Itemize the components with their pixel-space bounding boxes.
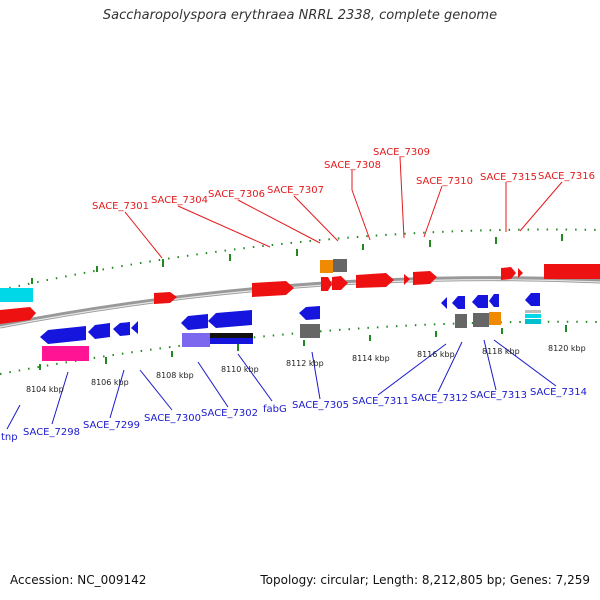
gene-black xyxy=(210,333,253,338)
gene-label: SACE_7300 xyxy=(144,413,201,424)
gene-label: SACE_7314 xyxy=(530,387,587,398)
gene-fwd-right xyxy=(544,264,600,279)
gene-gray xyxy=(300,324,320,338)
reverse-leaders xyxy=(6,339,557,430)
forward-gene-labels: SACE_7301 SACE_7304 SACE_7306 SACE_7307 … xyxy=(92,147,595,212)
gene-pink xyxy=(42,346,89,361)
gene-label: SACE_7305 xyxy=(292,400,349,411)
gene-label: SACE_7313 xyxy=(470,390,527,401)
genome-backbone xyxy=(0,276,600,329)
scale-label: 8108 kbp xyxy=(156,371,194,380)
accession-text: Accession: NC_009142 xyxy=(10,573,147,587)
gene-fwd xyxy=(501,267,516,280)
gene-rev xyxy=(208,310,252,328)
gene-rev xyxy=(472,295,488,308)
gene-label: SACE_7311 xyxy=(352,396,409,407)
scale-label: 8112 kbp xyxy=(286,359,324,368)
map-title: Saccharopolyspora erythraea NRRL 2338, c… xyxy=(102,8,498,23)
scale-label: 8114 kbp xyxy=(352,354,390,363)
scale-label: 8106 kbp xyxy=(91,378,129,387)
genome-info-text: Topology: circular; Length: 8,212,805 bp… xyxy=(260,573,590,587)
scale-label: 8110 kbp xyxy=(221,365,259,374)
gene-rev xyxy=(113,322,130,336)
gene-fwd xyxy=(332,276,348,290)
gene-label: SACE_7304 xyxy=(151,195,208,206)
gene-label: SACE_7307 xyxy=(267,185,324,196)
gene-fwd xyxy=(518,268,523,278)
gene-lightgray xyxy=(525,310,541,313)
forward-leaders xyxy=(124,156,563,259)
scale-labels: 8104 kbp 8106 kbp 8108 kbp 8110 kbp 8112… xyxy=(26,344,586,394)
gene-rev xyxy=(181,314,208,330)
gene-label: SACE_7308 xyxy=(324,160,381,171)
gene-gray xyxy=(333,259,347,272)
gene-blue-bar xyxy=(210,338,253,344)
major-ticks xyxy=(31,234,567,370)
gene-orange xyxy=(489,312,501,325)
reverse-genes xyxy=(40,293,541,361)
gene-gray xyxy=(455,314,467,328)
gene-rev xyxy=(299,306,320,320)
gene-label: SACE_7302 xyxy=(201,408,258,419)
gene-label: SACE_7299 xyxy=(83,420,140,431)
gene-label: SACE_7316 xyxy=(538,171,595,182)
gene-rev xyxy=(441,297,447,309)
gene-label: SACE_7298 xyxy=(23,427,80,438)
outer-tick-track xyxy=(0,228,600,291)
gene-label: SACE_7312 xyxy=(411,393,468,404)
reverse-gene-labels: tnp SACE_7298 SACE_7299 SACE_7300 SACE_7… xyxy=(1,387,587,443)
scale-label: 8120 kbp xyxy=(548,344,586,353)
gene-fwd xyxy=(404,274,410,285)
gene-label: SACE_7306 xyxy=(208,189,265,200)
gene-gray xyxy=(473,313,489,327)
gene-label: SACE_7310 xyxy=(416,176,473,187)
gene-label: SACE_7309 xyxy=(373,147,430,158)
gene-cyan xyxy=(525,314,541,318)
gene-rev xyxy=(40,326,86,344)
gene-rev xyxy=(88,323,110,339)
gene-rev xyxy=(131,321,138,334)
forward-genes xyxy=(0,259,600,324)
gene-label: fabG xyxy=(263,404,287,415)
gene-fwd xyxy=(356,273,394,288)
gene-fwd-left xyxy=(0,307,36,324)
gene-purple xyxy=(182,333,210,347)
scale-label: 8104 kbp xyxy=(26,385,64,394)
gene-fwd xyxy=(154,292,177,304)
gene-cyan-left xyxy=(0,288,33,302)
gene-rev xyxy=(489,294,499,307)
gene-fwd xyxy=(252,281,294,297)
scale-label: 8118 kbp xyxy=(482,347,520,356)
gene-fwd xyxy=(321,277,332,291)
gene-label: SACE_7301 xyxy=(92,201,149,212)
gene-label: tnp xyxy=(1,432,18,443)
gene-rev xyxy=(525,293,540,306)
gene-rev xyxy=(452,296,465,309)
gene-label: SACE_7315 xyxy=(480,172,537,183)
gene-fwd xyxy=(413,271,437,285)
gene-orange xyxy=(320,260,333,273)
scale-label: 8116 kbp xyxy=(417,350,455,359)
gene-cyan xyxy=(525,319,541,324)
